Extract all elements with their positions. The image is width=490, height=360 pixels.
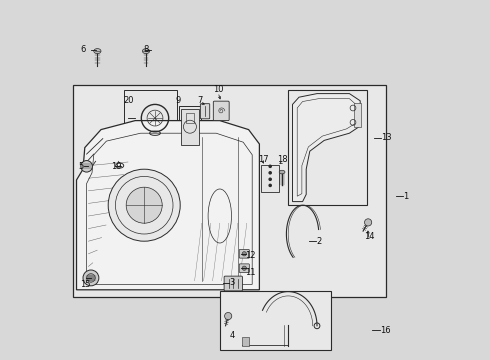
Bar [220,291,331,350]
Circle shape [269,165,272,168]
Polygon shape [293,94,360,202]
Circle shape [269,184,272,187]
Bar [181,109,199,145]
Text: 6: 6 [80,45,85,54]
Text: 20: 20 [123,96,134,105]
FancyBboxPatch shape [239,264,249,273]
Bar [73,85,386,297]
Text: 12: 12 [245,251,255,260]
FancyBboxPatch shape [239,249,249,258]
Bar [354,103,361,127]
FancyBboxPatch shape [224,276,243,291]
Bar [179,106,201,148]
Text: 2: 2 [316,237,321,246]
Text: 14: 14 [364,233,374,242]
Text: 7: 7 [197,96,203,105]
Circle shape [365,219,372,226]
Text: 11: 11 [245,269,255,277]
Bar [186,113,194,123]
Text: 4: 4 [229,331,235,340]
Text: 1: 1 [403,192,409,201]
Polygon shape [76,121,259,290]
Text: 9: 9 [176,96,181,105]
FancyBboxPatch shape [200,104,210,119]
Ellipse shape [279,170,285,174]
Circle shape [269,177,272,181]
Text: 17: 17 [258,155,268,163]
Text: 5: 5 [79,162,84,171]
Circle shape [224,312,232,320]
Text: 18: 18 [277,155,288,163]
Text: 19: 19 [111,162,122,171]
Text: 3: 3 [229,278,234,287]
Text: 10: 10 [213,85,223,94]
Text: 15: 15 [80,280,91,289]
Circle shape [83,270,99,286]
Circle shape [242,252,246,256]
Text: 16: 16 [380,326,391,335]
Bar [124,90,176,137]
Bar [261,165,279,192]
Circle shape [269,171,272,175]
Text: 8: 8 [144,45,149,54]
Circle shape [242,266,246,270]
Circle shape [87,274,95,282]
Bar [288,90,368,205]
FancyBboxPatch shape [213,101,229,121]
Circle shape [81,161,92,172]
Ellipse shape [143,49,149,54]
Ellipse shape [94,49,101,54]
Text: 13: 13 [381,133,392,142]
Bar [242,337,248,346]
Ellipse shape [108,169,180,241]
Ellipse shape [126,187,162,223]
